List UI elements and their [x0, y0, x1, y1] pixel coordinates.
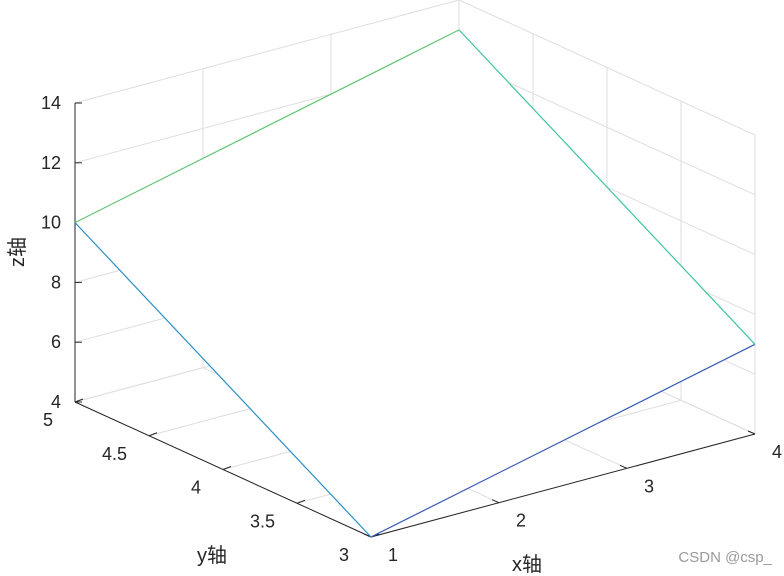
x-tick-label: 4 [772, 442, 782, 462]
y-axis-label: y轴 [197, 544, 227, 567]
side-wall-grid-z [458, 0, 756, 136]
z-tick-label: 8 [51, 272, 61, 292]
y-tick-label: 3.5 [250, 511, 275, 531]
back-wall-grid-z [74, 0, 460, 104]
x-axis-label: x轴 [512, 553, 542, 576]
z-tick-label: 14 [41, 93, 61, 113]
x-tick-label: 1 [388, 545, 398, 565]
x-tick-label: 3 [644, 476, 654, 496]
x-tick-mark [619, 464, 628, 469]
y-tick-label: 4.5 [102, 444, 127, 464]
mesh-edge [458, 29, 756, 345]
x-axis-line [370, 433, 756, 538]
y-tick-label: 4 [191, 478, 201, 498]
y-tick-label: 5 [43, 410, 53, 430]
y-tick-mark [222, 466, 232, 470]
x-tick-mark [747, 430, 756, 435]
axes [74, 102, 756, 538]
z-tick-label: 10 [41, 213, 61, 233]
mesh-edge [74, 222, 372, 538]
y-tick-mark [296, 499, 306, 504]
mesh-face [75, 29, 755, 538]
watermark: CSDN @csp_ [678, 549, 772, 566]
y-tick-mark [148, 432, 158, 437]
x-tick-mark [491, 499, 500, 504]
z-tick-label: 4 [51, 392, 61, 412]
mesh-edge [74, 29, 460, 224]
y-tick-label: 3 [339, 545, 349, 565]
z-axis-label: z轴 [6, 237, 29, 267]
z-tick-label: 12 [41, 153, 61, 173]
mesh-edge [370, 343, 756, 538]
mesh-surface [74, 29, 756, 538]
z-tick-label: 6 [51, 332, 61, 352]
x-tick-label: 2 [516, 511, 526, 531]
